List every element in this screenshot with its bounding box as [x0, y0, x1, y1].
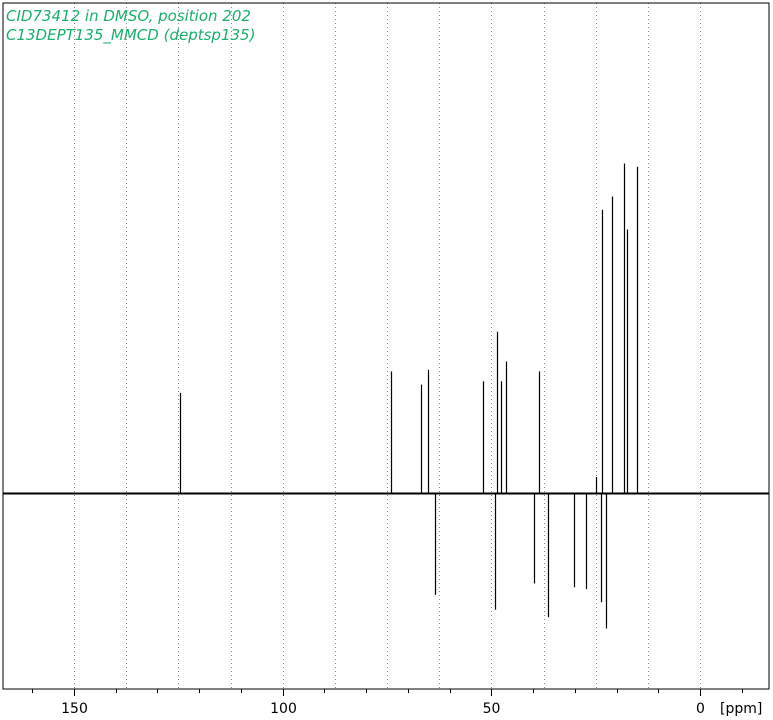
x-axis-tick-label: 150: [61, 701, 88, 717]
x-axis-tick-label: 100: [270, 701, 297, 717]
spectrum-trace-group: [3, 163, 769, 629]
experiment-title-line: C13DEPT135_MMCD (deptsp135): [6, 26, 255, 45]
x-axis-tick-label: 50: [483, 701, 501, 717]
plot-frame: [2, 2, 770, 690]
x-axis-tick-label: 0: [696, 701, 705, 717]
sample-title-line: CID73412 in DMSO, position 202: [6, 7, 251, 25]
x-axis-ticks: 150 100 50 0: [32, 689, 743, 717]
x-axis-unit-label: [ppm]: [720, 701, 762, 717]
